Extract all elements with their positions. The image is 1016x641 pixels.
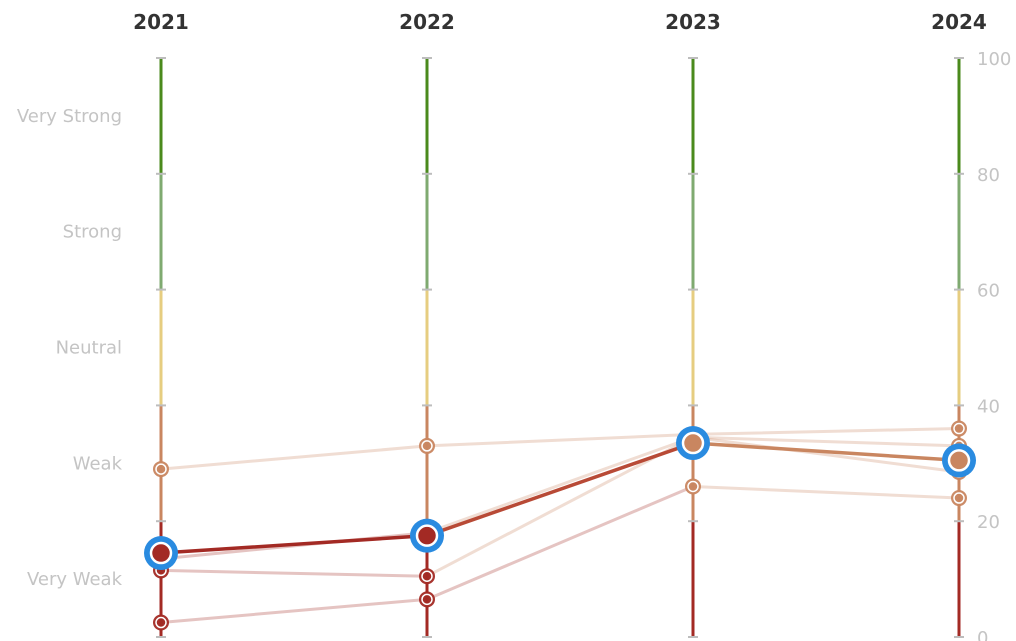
series-point-inner-0-2021	[155, 463, 167, 475]
band-label: Neutral	[56, 338, 122, 359]
series-line-3-seg-1	[425, 484, 695, 601]
y-tick-label: 60	[977, 281, 1000, 302]
series-point-inner-0-2024	[953, 422, 965, 435]
y-tick-label: 20	[977, 512, 1000, 533]
highlight-point-2024	[947, 449, 971, 472]
highlight-line-seg-0	[159, 533, 429, 555]
labels-layer: 2021 2022 2023 2024 Very Weak Weak Neutral Stro…	[17, 10, 1011, 641]
axis-label-2024: 2024	[931, 10, 987, 34]
series-line-0-seg-2	[691, 427, 961, 436]
series-point-inner-3-2021	[155, 616, 167, 629]
series-point-inner-3-2022	[421, 593, 433, 606]
axes-layer	[156, 57, 964, 638]
highlight-line-seg-2	[691, 441, 961, 463]
highlight-point-2021	[149, 541, 173, 565]
band-label: Very Weak	[27, 569, 123, 590]
band-label: Weak	[73, 453, 123, 474]
series-line-0-seg-1	[425, 432, 695, 448]
series-line-1-seg-2	[691, 435, 961, 448]
axis-label-2023: 2023	[665, 10, 721, 34]
lines-layer	[159, 427, 961, 625]
axis-label-2021: 2021	[133, 10, 189, 34]
series-point-inner-3-2023	[687, 480, 699, 493]
series-line-2-seg-0	[159, 568, 429, 578]
highlight-point-2022	[415, 524, 439, 547]
band-label: Strong	[63, 222, 122, 243]
series-point-inner-0-2022	[421, 440, 433, 452]
series-line-3-seg-0	[159, 597, 429, 625]
y-tick-label: 0	[977, 628, 988, 641]
series-point-inner-2-2022	[421, 570, 433, 582]
series-line-0-seg-0	[159, 444, 429, 471]
highlight-line-seg-1	[425, 441, 695, 538]
highlight-point-2023	[681, 431, 705, 455]
y-tick-label: 100	[977, 49, 1011, 70]
points-layer	[144, 420, 976, 631]
series-line-2-seg-1	[425, 435, 695, 578]
series-line-1-seg-1	[425, 435, 695, 535]
series-point-inner-3-2024	[953, 492, 965, 504]
series-line-3-seg-2	[691, 484, 961, 500]
y-tick-label: 80	[977, 165, 1000, 186]
band-label: Very Strong	[17, 106, 122, 127]
axis-label-2022: 2022	[399, 10, 455, 34]
y-tick-label: 40	[977, 396, 1000, 417]
series-line-2-seg-2	[691, 435, 961, 474]
